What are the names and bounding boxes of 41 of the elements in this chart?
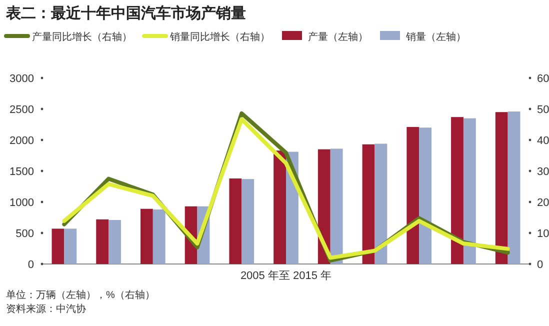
bar xyxy=(229,178,242,264)
text: 单位：万辆（左轴），%（右轴） xyxy=(6,289,155,301)
legend-label: 销量（左轴） xyxy=(405,31,466,43)
bar xyxy=(463,118,476,264)
bar xyxy=(419,128,432,264)
bar xyxy=(152,209,166,264)
x-axis-title: 2005 年至 2015 年 xyxy=(240,270,332,282)
bar xyxy=(140,208,153,264)
bar xyxy=(508,111,520,264)
y2-tick-label: 0 xyxy=(537,259,544,271)
y-tick-label: 500 xyxy=(16,228,34,240)
bar xyxy=(96,219,109,264)
bar xyxy=(242,179,254,264)
y2-tick-label: 50 xyxy=(537,104,549,116)
bar xyxy=(495,112,508,264)
legend-label: 产量同比增长（右轴） xyxy=(32,31,132,43)
bar xyxy=(64,228,77,264)
y2-tick-label: 30 xyxy=(537,166,549,178)
text: 资料来源：中汽协 xyxy=(6,303,86,315)
y2-tick-label: 20 xyxy=(537,197,549,209)
bar xyxy=(330,148,343,264)
bar xyxy=(362,144,375,264)
y-tick-label: 2000 xyxy=(10,135,34,147)
y-tick-label: 1000 xyxy=(10,197,34,209)
bar xyxy=(108,220,121,264)
chart-title: 表二：最近十年中国汽车市场产销量 xyxy=(5,4,246,22)
y2-tick-label: 60 xyxy=(537,73,549,85)
y2-tick-label: 10 xyxy=(537,228,549,240)
y-tick-label: 3000 xyxy=(10,73,34,85)
bar xyxy=(274,150,286,264)
bar xyxy=(52,228,64,264)
y2-tick-label: 40 xyxy=(537,135,549,147)
legend-label: 销量同比增长（右轴） xyxy=(169,31,270,43)
bar xyxy=(406,126,420,264)
bar xyxy=(451,117,464,264)
bar xyxy=(374,144,388,264)
y-tick-label: 2500 xyxy=(10,104,34,116)
y-tick-label: 1500 xyxy=(10,166,34,178)
bar xyxy=(318,149,330,264)
y-tick-label: 0 xyxy=(28,259,34,271)
legend-label: 产量（左轴） xyxy=(308,31,368,43)
